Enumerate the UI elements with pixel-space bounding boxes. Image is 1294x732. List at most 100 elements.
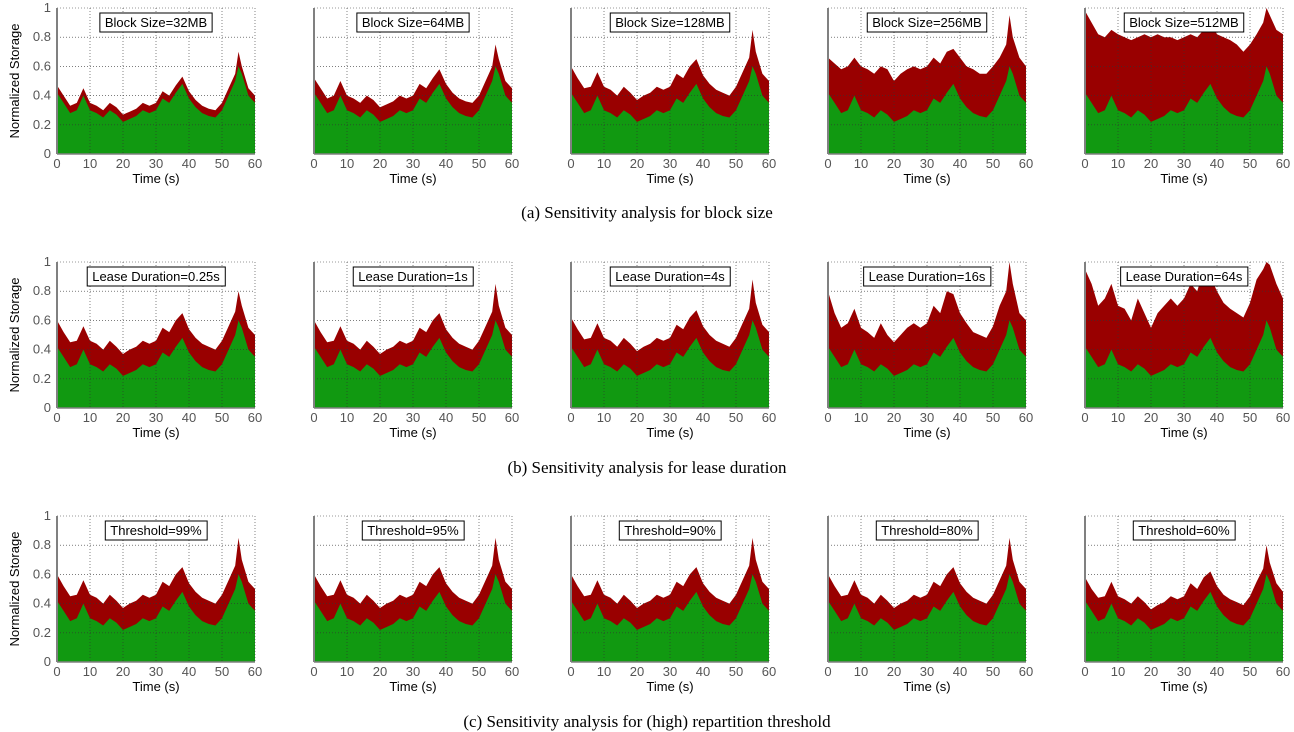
x-tick-label: 30 [1177, 664, 1191, 679]
panel-label-box [99, 12, 213, 33]
x-tick-label: 50 [472, 664, 486, 679]
panel-label-box [866, 12, 988, 33]
x-tick-label: 60 [1019, 664, 1033, 679]
x-tick-label: 50 [1243, 156, 1257, 171]
y-tick-label: 1 [44, 254, 51, 269]
x-tick-label: 40 [439, 664, 453, 679]
x-tick-label: 40 [1210, 664, 1224, 679]
x-tick-label: 50 [215, 664, 229, 679]
x-axis-title: Time (s) [132, 425, 179, 440]
x-tick-label: 10 [597, 410, 611, 425]
x-tick-label: 60 [505, 156, 519, 171]
x-tick-label: 40 [439, 410, 453, 425]
x-tick-label: 0 [824, 664, 831, 679]
panel-parameter-label: Threshold=60% [1138, 523, 1230, 538]
x-tick-label: 20 [1144, 664, 1158, 679]
y-tick-label: 0.2 [33, 371, 51, 386]
plot-panel: 0 10 20 30 40 50 60 Time (s) Threshold=80% [824, 515, 1033, 694]
panel-parameter-label: Block Size=256MB [872, 15, 981, 30]
panel-label-box [1132, 520, 1236, 541]
x-tick-label: 10 [854, 664, 868, 679]
panel-parameter-label: Lease Duration=16s [869, 269, 986, 284]
x-tick-label: 10 [1111, 664, 1125, 679]
y-tick-label: 0.2 [33, 625, 51, 640]
panel-parameter-label: Threshold=90% [624, 523, 716, 538]
x-axis-title: Time (s) [132, 679, 179, 694]
panel-label-box [1120, 266, 1249, 287]
panel-parameter-label: Threshold=80% [881, 523, 973, 538]
x-tick-label: 20 [373, 410, 387, 425]
y-axis-title: Normalized Storage [7, 24, 22, 139]
y-tick-label: 0 [44, 400, 51, 415]
x-tick-label: 30 [663, 410, 677, 425]
y-tick-label: 0.6 [33, 312, 51, 327]
y-tick-label: 0 [44, 654, 51, 669]
x-tick-label: 40 [182, 664, 196, 679]
x-axis-title: Time (s) [132, 171, 179, 186]
x-tick-label: 0 [53, 156, 60, 171]
y-tick-label: 0.6 [33, 566, 51, 581]
x-tick-label: 20 [1144, 410, 1158, 425]
x-axis-title: Time (s) [646, 679, 693, 694]
caption-lease-duration: (b) Sensitivity analysis for lease durat… [507, 458, 787, 477]
plot-panel: 0 10 20 30 40 50 60 Time (s) Lease Duration=4s [567, 261, 776, 440]
x-axis-title: Time (s) [1160, 679, 1207, 694]
x-tick-label: 50 [215, 410, 229, 425]
x-tick-label: 20 [373, 156, 387, 171]
panel-label-box [352, 266, 474, 287]
plot-panel: 0 10 20 30 40 50 60 Time (s) Block Size=64MB [310, 7, 519, 186]
x-tick-label: 20 [630, 156, 644, 171]
y-tick-label: 1 [44, 508, 51, 523]
x-tick-label: 10 [597, 664, 611, 679]
x-tick-label: 20 [887, 410, 901, 425]
x-tick-label: 40 [696, 664, 710, 679]
y-axis-title: Normalized Storage [7, 532, 22, 647]
x-tick-label: 10 [83, 664, 97, 679]
x-tick-label: 20 [116, 156, 130, 171]
panel-label-box [86, 266, 226, 287]
x-tick-label: 60 [248, 410, 262, 425]
plot-panel: 0 10 20 30 40 50 60 Time (s) Block Size=128MB [567, 7, 776, 186]
y-tick-label: 0.8 [33, 537, 51, 552]
x-tick-label: 10 [83, 410, 97, 425]
x-tick-label: 30 [920, 664, 934, 679]
x-tick-label: 50 [472, 410, 486, 425]
x-tick-label: 60 [762, 156, 776, 171]
panel-label-box [1123, 12, 1245, 33]
x-tick-label: 0 [1081, 664, 1088, 679]
x-tick-label: 30 [406, 410, 420, 425]
plot-panel: 0 10 20 30 40 50 60 Time (s) Block Size=512MB [1081, 7, 1290, 186]
panel-parameter-label: Threshold=95% [367, 523, 459, 538]
x-tick-label: 10 [83, 156, 97, 171]
x-tick-label: 0 [824, 156, 831, 171]
x-tick-label: 0 [53, 664, 60, 679]
y-tick-label: 0.4 [33, 88, 51, 103]
y-tick-label: 0.4 [33, 342, 51, 357]
x-tick-label: 50 [986, 156, 1000, 171]
x-tick-label: 20 [116, 664, 130, 679]
x-tick-label: 50 [472, 156, 486, 171]
y-tick-label: 0.4 [33, 596, 51, 611]
y-tick-label: 0.6 [33, 58, 51, 73]
x-tick-label: 10 [340, 410, 354, 425]
panel-label-box [609, 266, 731, 287]
x-tick-label: 20 [887, 664, 901, 679]
x-tick-label: 0 [824, 410, 831, 425]
x-axis-title: Time (s) [903, 425, 950, 440]
x-tick-label: 30 [663, 664, 677, 679]
x-tick-label: 60 [1276, 410, 1290, 425]
y-tick-label: 0.8 [33, 283, 51, 298]
plot-panel: 0 10 20 30 40 50 60 Time (s) Threshold=60% [1081, 515, 1290, 694]
panel-parameter-label: Block Size=64MB [362, 15, 464, 30]
x-tick-label: 10 [854, 410, 868, 425]
x-axis-title: Time (s) [1160, 171, 1207, 186]
x-tick-label: 0 [310, 156, 317, 171]
x-tick-label: 60 [1019, 156, 1033, 171]
x-tick-label: 60 [505, 664, 519, 679]
x-axis-title: Time (s) [646, 171, 693, 186]
x-tick-label: 10 [1111, 156, 1125, 171]
y-tick-label: 0.8 [33, 29, 51, 44]
x-tick-label: 40 [953, 156, 967, 171]
